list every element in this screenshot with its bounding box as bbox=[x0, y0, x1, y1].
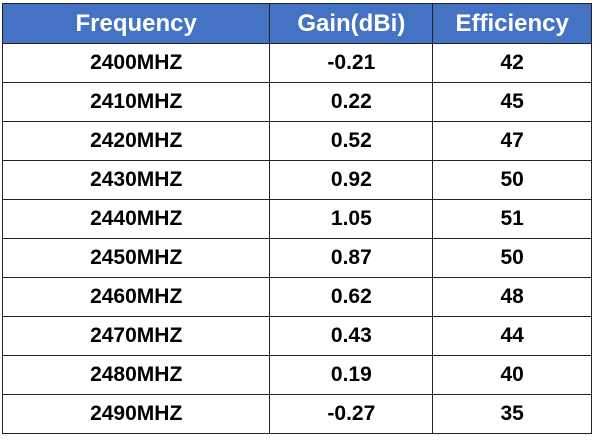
cell-efficiency: 44 bbox=[432, 316, 592, 356]
cell-gain: 0.62 bbox=[269, 277, 434, 317]
header-gain: Gain(dBi) bbox=[269, 3, 434, 44]
table-row: 2460MHZ 0.62 48 bbox=[1, 277, 592, 317]
cell-efficiency: 40 bbox=[432, 355, 592, 395]
table-row: 2470MHZ 0.43 44 bbox=[1, 316, 592, 356]
cell-frequency: 2420MHZ bbox=[1, 121, 271, 161]
cell-efficiency: 48 bbox=[432, 277, 592, 317]
cell-frequency: 2480MHZ bbox=[1, 355, 271, 395]
cell-efficiency: 42 bbox=[432, 43, 592, 83]
cell-efficiency: 50 bbox=[432, 160, 592, 200]
table-row: 2440MHZ 1.05 51 bbox=[1, 199, 592, 239]
table-row: 2400MHZ -0.21 42 bbox=[1, 43, 592, 83]
table-row: 2490MHZ -0.27 35 bbox=[1, 394, 592, 434]
cell-frequency: 2490MHZ bbox=[1, 394, 271, 434]
cell-frequency: 2470MHZ bbox=[1, 316, 271, 356]
cell-frequency: 2450MHZ bbox=[1, 238, 271, 278]
frequency-gain-table: Frequency Gain(dBi) Efficiency 2400MHZ -… bbox=[1, 3, 592, 434]
table-row: 2410MHZ 0.22 45 bbox=[1, 82, 592, 122]
table-row: 2420MHZ 0.52 47 bbox=[1, 121, 592, 161]
cell-gain: 0.22 bbox=[269, 82, 434, 122]
table-row: 2430MHZ 0.92 50 bbox=[1, 160, 592, 200]
cell-gain: -0.21 bbox=[269, 43, 434, 83]
cell-frequency: 2400MHZ bbox=[1, 43, 271, 83]
cell-gain: 0.19 bbox=[269, 355, 434, 395]
cell-efficiency: 45 bbox=[432, 82, 592, 122]
cell-gain: 0.52 bbox=[269, 121, 434, 161]
cell-efficiency: 35 bbox=[432, 394, 592, 434]
cell-frequency: 2460MHZ bbox=[1, 277, 271, 317]
cell-gain: 0.87 bbox=[269, 238, 434, 278]
cell-frequency: 2430MHZ bbox=[1, 160, 271, 200]
cell-gain: 1.05 bbox=[269, 199, 434, 239]
data-table-container: Frequency Gain(dBi) Efficiency 2400MHZ -… bbox=[1, 3, 592, 434]
header-efficiency: Efficiency bbox=[432, 3, 592, 44]
cell-gain: 0.92 bbox=[269, 160, 434, 200]
cell-gain: 0.43 bbox=[269, 316, 434, 356]
cell-efficiency: 50 bbox=[432, 238, 592, 278]
table-row: 2450MHZ 0.87 50 bbox=[1, 238, 592, 278]
cell-efficiency: 51 bbox=[432, 199, 592, 239]
header-row: Frequency Gain(dBi) Efficiency bbox=[1, 3, 592, 44]
header-frequency: Frequency bbox=[1, 3, 271, 44]
cell-frequency: 2440MHZ bbox=[1, 199, 271, 239]
cell-frequency: 2410MHZ bbox=[1, 82, 271, 122]
cell-efficiency: 47 bbox=[432, 121, 592, 161]
cell-gain: -0.27 bbox=[269, 394, 434, 434]
table-row: 2480MHZ 0.19 40 bbox=[1, 355, 592, 395]
